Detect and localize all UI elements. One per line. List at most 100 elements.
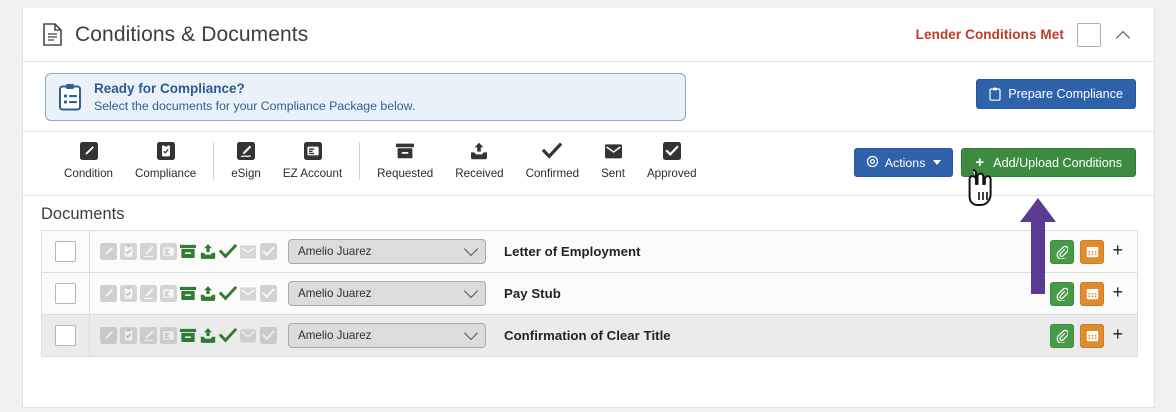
calendar-button[interactable]	[1080, 239, 1105, 264]
lender-conditions-met-checkbox[interactable]	[1077, 22, 1101, 47]
attach-button[interactable]	[1050, 323, 1075, 348]
legend-item-compliance[interactable]: Compliance	[124, 140, 207, 180]
row-actions: +	[1050, 239, 1137, 264]
row-checkbox[interactable]	[55, 283, 76, 304]
check-icon	[542, 140, 563, 162]
legend-label: Sent	[601, 167, 625, 180]
checkbox-checked-icon[interactable]	[259, 285, 277, 303]
legend-item-ez-account[interactable]: EZ Account	[272, 140, 353, 180]
row-actions: +	[1050, 323, 1137, 348]
clipboard-check-icon[interactable]	[119, 327, 137, 345]
add-row-button[interactable]: +	[1112, 240, 1123, 260]
signature-square-icon[interactable]	[139, 327, 157, 345]
upload-tray-icon[interactable]	[199, 243, 217, 261]
row-actions: +	[1050, 281, 1137, 306]
legend-item-sent[interactable]: Sent	[590, 140, 636, 180]
signature-square-icon[interactable]	[139, 285, 157, 303]
actions-button-label: Actions	[884, 155, 926, 170]
assignee-select[interactable]: Amelio Juarez	[288, 323, 486, 348]
assignee-select-value: Amelio Juarez	[298, 329, 372, 342]
legend-label: Approved	[646, 167, 697, 180]
ez-account-icon[interactable]	[159, 327, 177, 345]
envelope-icon[interactable]	[239, 327, 257, 345]
ez-account-icon	[303, 140, 322, 162]
prepare-compliance-button[interactable]: Prepare Compliance	[976, 79, 1136, 109]
table-row[interactable]: Amelio Juarez Pay Stub +	[42, 273, 1137, 315]
actions-button[interactable]: Actions	[853, 148, 954, 177]
upload-tray-icon	[469, 140, 489, 162]
calendar-button[interactable]	[1080, 281, 1105, 306]
checkbox-checked-icon[interactable]	[259, 327, 277, 345]
legend-divider	[359, 142, 361, 180]
banner-heading: Ready for Compliance?	[94, 80, 245, 96]
legend-label: Condition	[64, 167, 113, 180]
pencil-square-icon[interactable]	[99, 285, 117, 303]
pencil-square-icon[interactable]	[99, 243, 117, 261]
table-row[interactable]: Amelio Juarez Confirmation of Clear Titl…	[42, 315, 1137, 357]
chevron-down-icon	[463, 325, 479, 340]
legend-item-confirmed[interactable]: Confirmed	[515, 140, 590, 180]
calendar-button[interactable]	[1080, 323, 1105, 348]
row-checkbox[interactable]	[55, 241, 76, 262]
pencil-square-icon	[79, 140, 98, 162]
status-toolbar: Condition Compliance	[23, 132, 1154, 196]
paperclip-icon	[1057, 329, 1069, 343]
gear-icon	[866, 155, 879, 171]
conditions-documents-card: Conditions & Documents Lender Conditions…	[22, 8, 1155, 408]
envelope-icon[interactable]	[239, 243, 257, 261]
upload-tray-icon[interactable]	[199, 327, 217, 345]
checkbox-checked-icon[interactable]	[259, 243, 277, 261]
header-right-group: Lender Conditions Met	[916, 22, 1136, 47]
assignee-select[interactable]: Amelio Juarez	[288, 239, 486, 264]
chevron-up-icon[interactable]	[1114, 24, 1136, 46]
check-icon[interactable]	[219, 285, 237, 303]
documents-table: Amelio Juarez Letter of Employment +	[41, 230, 1138, 357]
legend-item-approved[interactable]: Approved	[636, 140, 708, 180]
checkbox-checked-icon	[662, 140, 681, 162]
banner-text-group: Ready for Compliance? Select the documen…	[94, 81, 415, 114]
documents-section-label: Documents	[41, 205, 125, 223]
envelope-icon	[604, 140, 623, 162]
caret-down-icon	[933, 160, 942, 165]
signature-square-icon[interactable]	[139, 243, 157, 261]
add-row-button[interactable]: +	[1112, 282, 1123, 302]
assignee-select-value: Amelio Juarez	[298, 287, 372, 300]
archive-box-icon[interactable]	[179, 243, 197, 261]
check-icon[interactable]	[219, 243, 237, 261]
legend-item-requested[interactable]: Requested	[366, 140, 444, 180]
row-select-cell	[42, 273, 90, 314]
ez-account-icon[interactable]	[159, 285, 177, 303]
row-status-icons	[90, 243, 277, 261]
clipboard-check-icon	[156, 140, 175, 162]
ez-account-icon[interactable]	[159, 243, 177, 261]
banner-subtext: Select the documents for your Compliance…	[94, 98, 416, 113]
attach-button[interactable]	[1050, 281, 1075, 306]
clipboard-check-icon[interactable]	[119, 243, 137, 261]
pencil-square-icon[interactable]	[99, 327, 117, 345]
signature-square-icon	[237, 140, 256, 162]
calendar-icon	[1086, 247, 1099, 258]
legend-label: EZ Account	[282, 167, 343, 180]
legend-item-received[interactable]: Received	[444, 140, 514, 180]
row-assignee-cell: Amelio Juarez	[277, 281, 486, 306]
calendar-icon	[1086, 331, 1099, 342]
assignee-select[interactable]: Amelio Juarez	[288, 281, 486, 306]
archive-box-icon[interactable]	[179, 285, 197, 303]
row-assignee-cell: Amelio Juarez	[277, 323, 486, 348]
archive-box-icon[interactable]	[179, 327, 197, 345]
row-checkbox[interactable]	[55, 325, 76, 346]
upload-tray-icon[interactable]	[199, 285, 217, 303]
check-icon[interactable]	[219, 327, 237, 345]
legend-group: Condition Compliance	[53, 140, 708, 180]
document-icon	[43, 23, 62, 46]
row-status-icons	[90, 327, 277, 345]
legend-item-esign[interactable]: eSign	[220, 140, 272, 180]
toolbar-actions-group: Actions + Add/Upload Conditions	[853, 148, 1136, 177]
clipboard-check-icon[interactable]	[119, 285, 137, 303]
add-row-button[interactable]: +	[1112, 324, 1123, 344]
table-row[interactable]: Amelio Juarez Letter of Employment +	[42, 231, 1137, 273]
envelope-icon[interactable]	[239, 285, 257, 303]
add-upload-conditions-button[interactable]: + Add/Upload Conditions	[961, 148, 1136, 177]
legend-item-condition[interactable]: Condition	[53, 140, 124, 180]
attach-button[interactable]	[1050, 239, 1075, 264]
